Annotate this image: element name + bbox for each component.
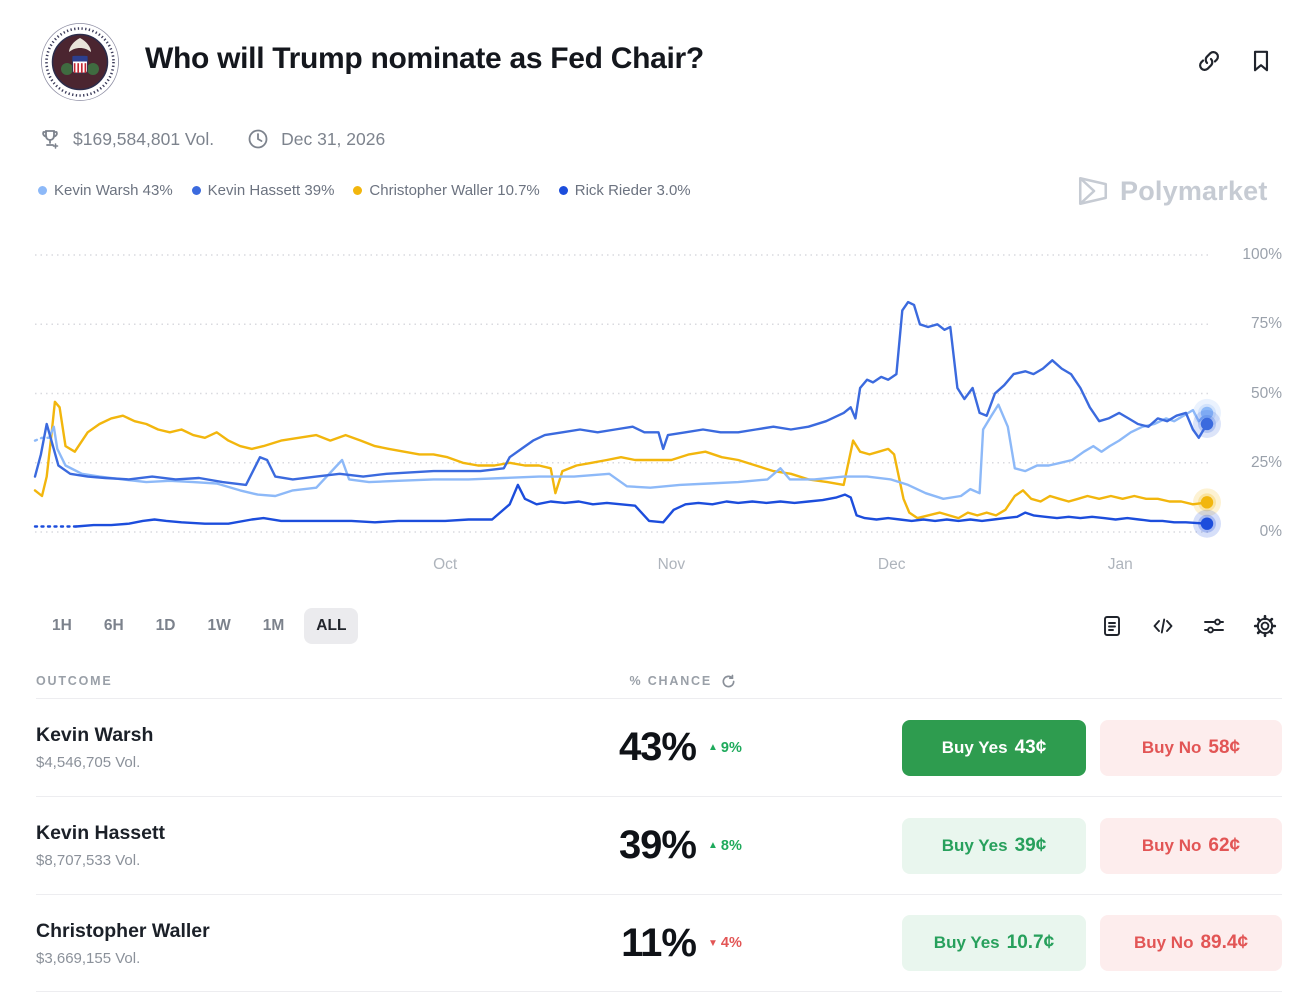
legend-dot — [558, 186, 568, 195]
legend-item: Rick Rieder 3.0% — [558, 182, 691, 199]
gear-icon[interactable] — [1253, 614, 1277, 638]
outcome-volume: $4,546,705 Vol. — [36, 754, 141, 771]
x-axis-tick: Oct — [433, 556, 458, 573]
range-1h-button[interactable]: 1H — [40, 608, 84, 644]
range-1w-button[interactable]: 1W — [195, 608, 242, 644]
volume-text: $169,584,801 Vol. — [73, 128, 215, 149]
chart-legend: Kevin Warsh 43% Kevin Hassett 39% Christ… — [38, 182, 691, 199]
clock-icon — [248, 129, 268, 149]
delta-arrow-icon: ▲ — [708, 742, 718, 753]
end-date-text: Dec 31, 2026 — [281, 128, 386, 149]
buy-no-button[interactable]: Buy No 62¢ — [1100, 817, 1282, 874]
range-6h-button[interactable]: 6H — [92, 608, 136, 644]
chance-value: 43% — [618, 725, 697, 769]
chance-value: 39% — [618, 823, 697, 867]
time-range-selector: 1H 6H 1D 1W 1M ALL — [40, 608, 359, 644]
outcome-volume: $8,707,533 Vol. — [36, 852, 141, 869]
price-history-chart[interactable] — [33, 240, 1221, 545]
delta-arrow-icon: ▼ — [708, 937, 718, 949]
chance-delta: ▲ 8% — [708, 837, 742, 854]
chance-value: 11% — [621, 920, 697, 965]
chance-column-header: % CHANCE — [629, 674, 712, 688]
polymarket-logo-icon — [1078, 176, 1108, 206]
outcome-row-christopher-waller: Christopher Waller $3,669,155 Vol. 11% ▼… — [36, 894, 1282, 992]
x-axis-tick: Jan — [1107, 556, 1133, 573]
outcome-name: Kevin Hassett — [36, 822, 165, 844]
y-axis-tick: 0% — [1259, 523, 1282, 540]
buy-yes-button[interactable]: Buy Yes 39¢ — [902, 817, 1086, 874]
order-book-icon[interactable] — [1100, 614, 1124, 638]
share-link-icon[interactable] — [1196, 48, 1222, 74]
legend-dot — [191, 186, 201, 195]
buy-no-button[interactable]: Buy No 89.4¢ — [1100, 915, 1282, 971]
delta-arrow-icon: ▲ — [708, 840, 718, 851]
x-axis-tick: Nov — [657, 556, 686, 573]
range-1d-button[interactable]: 1D — [144, 608, 188, 644]
buy-yes-button[interactable]: Buy Yes 10.7¢ — [902, 915, 1086, 971]
chart-settings-sliders-icon[interactable] — [1202, 614, 1226, 638]
legend-item: Kevin Hassett 39% — [191, 182, 334, 199]
outcome-row-kevin-hassett: Kevin Hassett $8,707,533 Vol. 39% ▲ 8% Bu… — [36, 796, 1282, 894]
y-axis-tick: 75% — [1250, 315, 1282, 333]
outcome-name: Christopher Waller — [36, 919, 210, 942]
embed-code-icon[interactable] — [1151, 614, 1175, 638]
legend-dot — [353, 186, 363, 195]
outcomes-table: OUTCOME % CHANCE Kevin Warsh $4,546,705 … — [36, 664, 1282, 992]
buy-yes-button[interactable]: Buy Yes 43¢ — [902, 719, 1086, 776]
chance-delta: ▼ 4% — [708, 935, 742, 951]
polymarket-watermark: Polymarket — [1076, 174, 1268, 208]
buy-no-button[interactable]: Buy No 58¢ — [1100, 719, 1282, 776]
outcome-volume: $3,669,155 Vol. — [36, 949, 141, 967]
refresh-icon[interactable] — [721, 674, 736, 689]
outcome-row-kevin-warsh: Kevin Warsh $4,546,705 Vol. 43% ▲ 9% Buy … — [36, 698, 1282, 796]
legend-item: Christopher Waller 10.7% — [353, 182, 540, 199]
y-axis-tick: 50% — [1250, 384, 1282, 402]
chance-delta: ▲ 9% — [708, 739, 742, 756]
range-1m-button[interactable]: 1M — [251, 608, 297, 644]
range-all-button[interactable]: ALL — [304, 608, 359, 644]
x-axis-tick: Dec — [877, 556, 906, 573]
legend-dot — [38, 186, 47, 195]
trophy-icon — [42, 130, 59, 149]
y-axis-tick: 100% — [1242, 246, 1282, 263]
outcomes-table-header: OUTCOME % CHANCE — [36, 664, 1282, 698]
fed-seal-logo — [41, 23, 119, 101]
outcome-name: Kevin Warsh — [36, 724, 154, 746]
outcome-column-header: OUTCOME — [36, 674, 113, 688]
y-axis-tick: 25% — [1250, 453, 1282, 471]
legend-item: Kevin Warsh 43% — [38, 182, 173, 199]
bookmark-icon[interactable] — [1248, 48, 1274, 74]
page-title: Who will Trump nominate as Fed Chair? — [145, 42, 704, 75]
